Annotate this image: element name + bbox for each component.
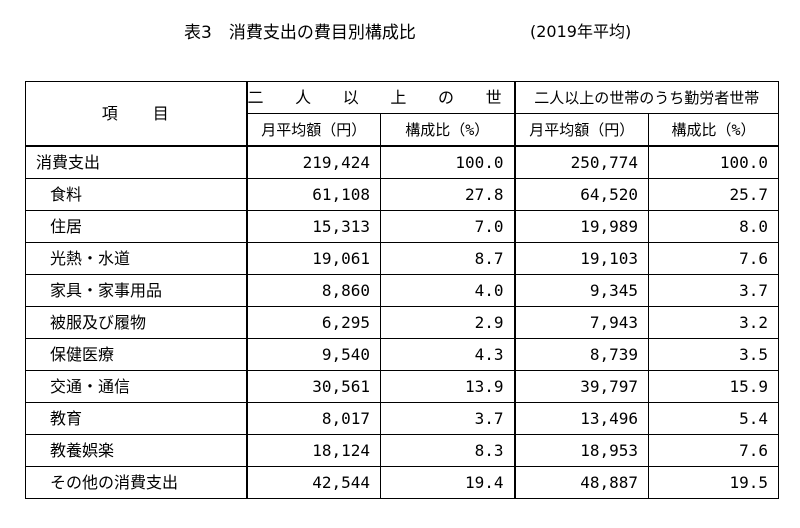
ratio-all: 13.9 — [380, 370, 515, 403]
expenditure-table: 項 目 二 人 以 上 の 世 帯 二人以上の世帯のうち勤労者世帯 月平均額（円… — [25, 81, 780, 499]
monthly-avg-workers: 19,103 — [513, 242, 649, 275]
table-row: 住居 15,313 7.0 19,989 8.0 — [25, 210, 780, 243]
monthly-avg-workers: 48,887 — [513, 466, 649, 499]
ratio-workers: 7.6 — [647, 434, 780, 467]
table-row: 教育 8,017 3.7 13,496 5.4 — [25, 402, 780, 435]
ratio-workers: 3.5 — [647, 338, 780, 371]
table-period: (2019年平均) — [530, 22, 632, 41]
ratio-workers: 100.0 — [647, 145, 780, 179]
monthly-avg-all: 9,540 — [245, 338, 381, 371]
row-label: 教育 — [25, 402, 247, 435]
ratio-workers: 3.2 — [647, 306, 780, 339]
row-label: 家具・家事用品 — [25, 274, 247, 307]
row-label: 保健医療 — [25, 338, 247, 371]
row-label: 住居 — [25, 210, 247, 243]
table-title: 表3 消費支出の費目別構成比 — [184, 23, 416, 43]
table-row: 交通・通信 30,561 13.9 39,797 15.9 — [25, 370, 780, 403]
monthly-avg-workers: 13,496 — [513, 402, 649, 435]
monthly-avg-all: 6,295 — [245, 306, 381, 339]
ratio-all: 27.8 — [380, 178, 515, 211]
row-label: 交通・通信 — [25, 370, 247, 403]
sub-header-row: 月平均額（円） 構成比（%） 月平均額（円） 構成比（%） — [26, 113, 780, 147]
table-row: 保健医療 9,540 4.3 8,739 3.5 — [25, 338, 780, 371]
table-row: 光熱・水道 19,061 8.7 19,103 7.6 — [25, 242, 780, 275]
ratio-all: 19.4 — [380, 466, 515, 499]
row-label: その他の消費支出 — [25, 466, 247, 499]
monthly-avg-all: 8,860 — [245, 274, 381, 307]
table-row: その他の消費支出 42,544 19.4 48,887 19.5 — [25, 466, 780, 499]
ratio-workers: 19.5 — [647, 466, 780, 499]
sub-header-monthly-avg: 月平均額（円） — [245, 113, 381, 147]
ratio-workers: 8.0 — [647, 210, 780, 243]
ratio-all: 7.0 — [380, 210, 515, 243]
row-label: 教養娯楽 — [25, 434, 247, 467]
monthly-avg-all: 61,108 — [245, 178, 381, 211]
monthly-avg-workers: 64,520 — [513, 178, 649, 211]
monthly-avg-all: 19,061 — [245, 242, 381, 275]
ratio-all: 4.3 — [380, 338, 515, 371]
monthly-avg-workers: 250,774 — [513, 145, 649, 179]
sub-header-ratio: 構成比（%） — [380, 113, 515, 147]
table-row: 食料 61,108 27.8 64,520 25.7 — [25, 178, 780, 211]
monthly-avg-all: 42,544 — [245, 466, 381, 499]
monthly-avg-workers: 7,943 — [513, 306, 649, 339]
row-label: 消費支出 — [25, 145, 247, 179]
group-header-worker-households: 二人以上の世帯のうち勤労者世帯 — [513, 81, 780, 114]
ratio-all: 2.9 — [380, 306, 515, 339]
monthly-avg-all: 30,561 — [245, 370, 381, 403]
ratio-workers: 7.6 — [647, 242, 780, 275]
monthly-avg-workers: 18,953 — [513, 434, 649, 467]
monthly-avg-all: 219,424 — [245, 145, 381, 179]
item-column-header: 項 目 — [25, 81, 247, 147]
sub-header-monthly-avg: 月平均額（円） — [513, 113, 649, 147]
ratio-workers: 25.7 — [647, 178, 780, 211]
group-header-row: 項 目 二 人 以 上 の 世 帯 二人以上の世帯のうち勤労者世帯 — [25, 81, 780, 147]
monthly-avg-all: 8,017 — [245, 402, 381, 435]
ratio-workers: 5.4 — [647, 402, 780, 435]
row-label: 被服及び履物 — [25, 306, 247, 339]
table-row: 消費支出 219,424 100.0 250,774 100.0 — [25, 145, 780, 179]
table-row: 教養娯楽 18,124 8.3 18,953 7.6 — [25, 434, 780, 467]
ratio-all: 3.7 — [380, 402, 515, 435]
ratio-all: 8.7 — [380, 242, 515, 275]
document-title: 表3 消費支出の費目別構成比 (2019年平均) — [0, 18, 800, 43]
monthly-avg-workers: 9,345 — [513, 274, 649, 307]
ratio-all: 4.0 — [380, 274, 515, 307]
table-row: 家具・家事用品 8,860 4.0 9,345 3.7 — [25, 274, 780, 307]
ratio-workers: 3.7 — [647, 274, 780, 307]
group-header-all-households: 二 人 以 上 の 世 帯 — [245, 81, 515, 114]
monthly-avg-workers: 8,739 — [513, 338, 649, 371]
table-row: 被服及び履物 6,295 2.9 7,943 3.2 — [25, 306, 780, 339]
ratio-workers: 15.9 — [647, 370, 780, 403]
monthly-avg-all: 18,124 — [245, 434, 381, 467]
sub-header-ratio: 構成比（%） — [647, 113, 780, 147]
row-label: 光熱・水道 — [25, 242, 247, 275]
monthly-avg-workers: 19,989 — [513, 210, 649, 243]
ratio-all: 8.3 — [380, 434, 515, 467]
monthly-avg-workers: 39,797 — [513, 370, 649, 403]
ratio-all: 100.0 — [380, 145, 515, 179]
row-label: 食料 — [25, 178, 247, 211]
monthly-avg-all: 15,313 — [245, 210, 381, 243]
